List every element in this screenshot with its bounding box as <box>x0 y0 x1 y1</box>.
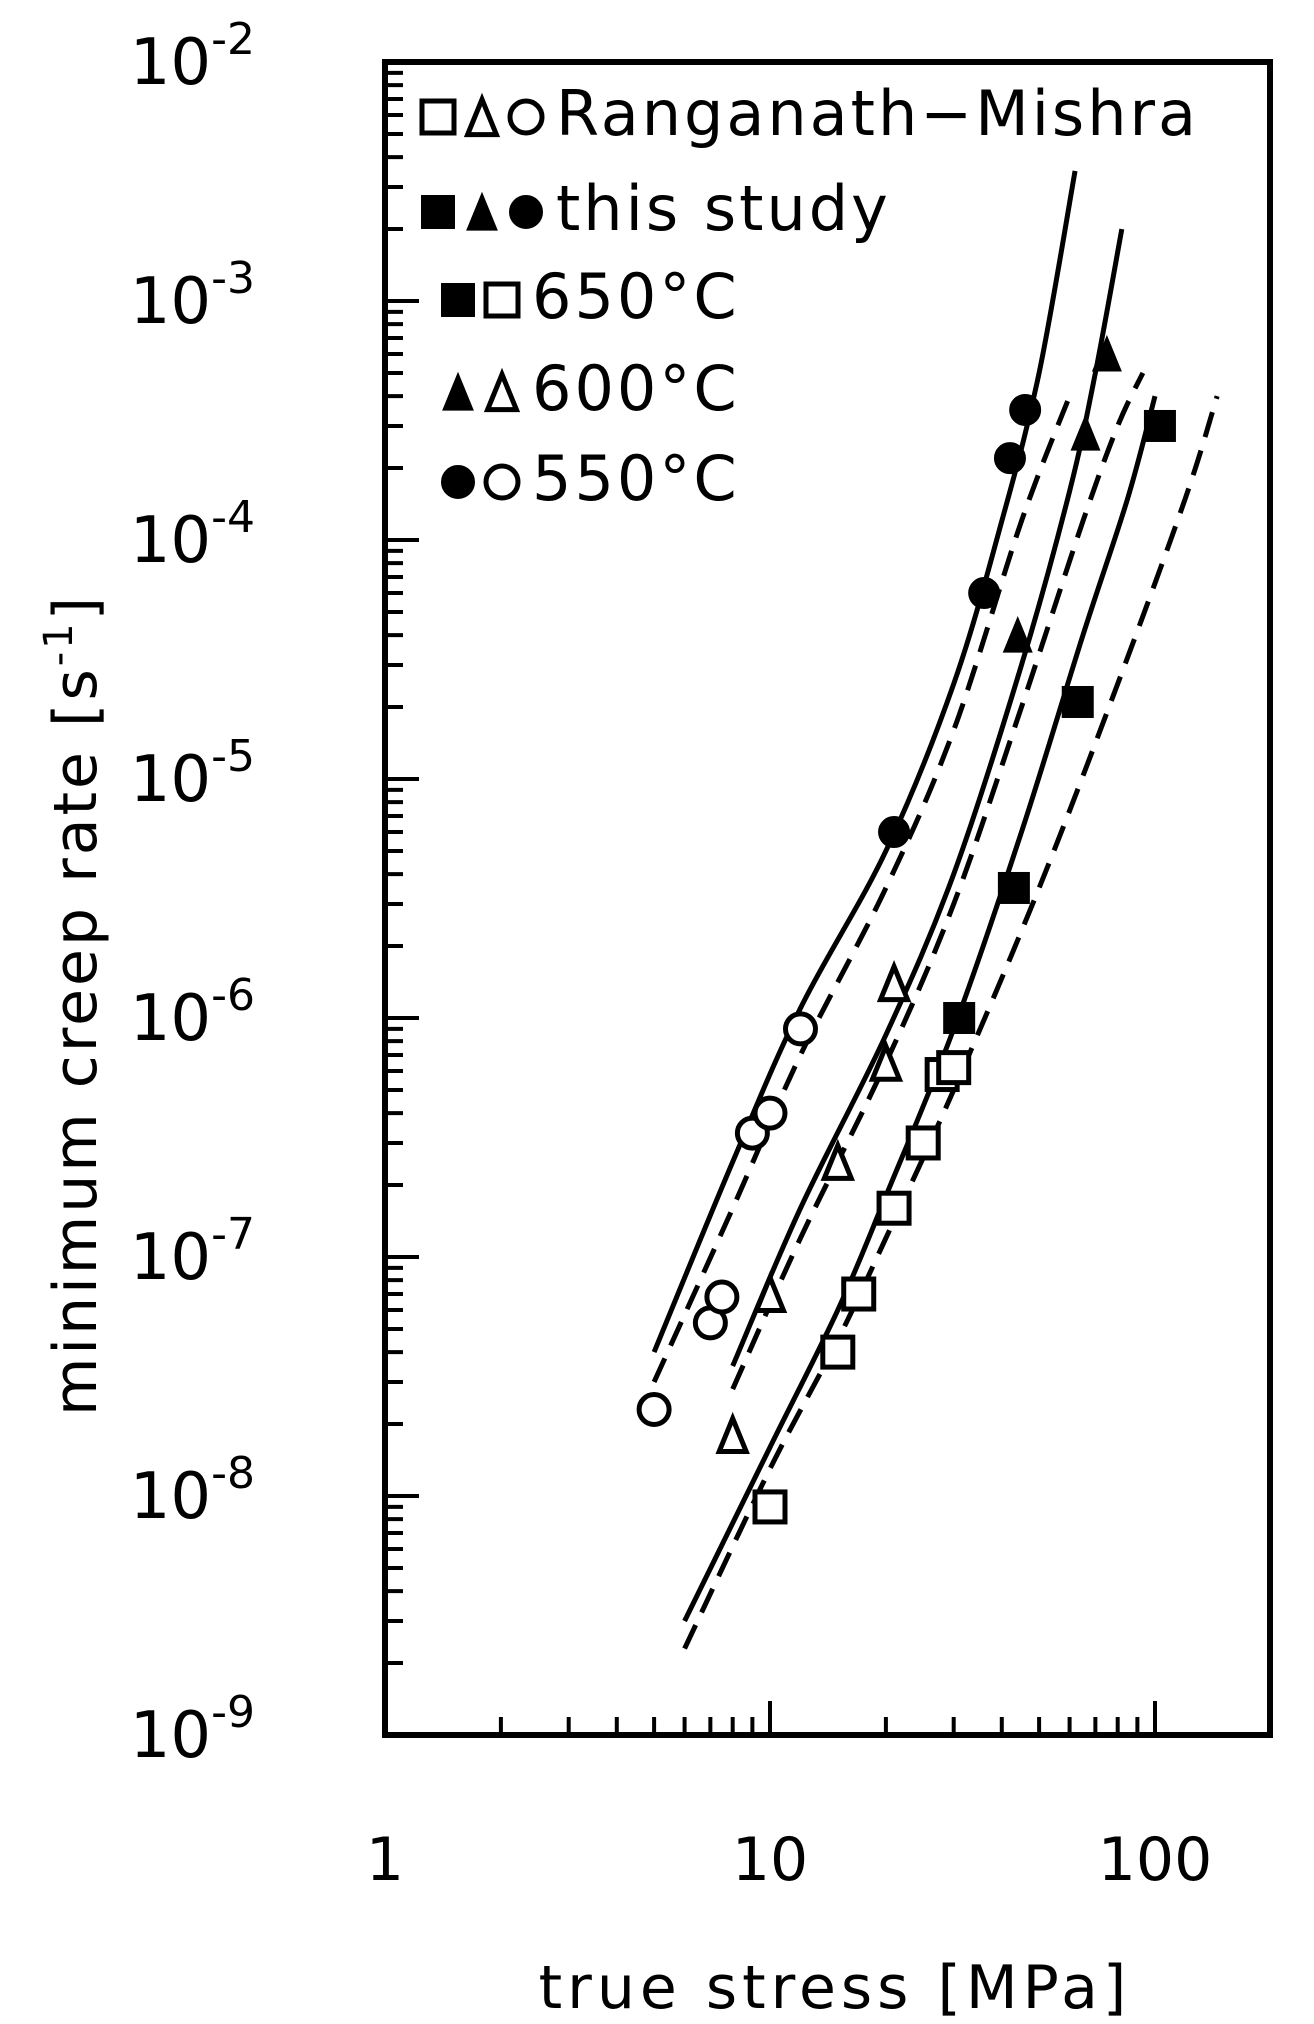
legend-marker-circle-filled <box>509 195 543 229</box>
legend-label: 600°C <box>532 352 740 425</box>
data-points <box>636 334 1176 1525</box>
legend-marker-circle-filled <box>441 465 475 499</box>
data-point-circle-open <box>704 1279 740 1315</box>
fit-curve-dashed <box>651 395 1072 1384</box>
data-point-square-filled <box>1061 685 1094 718</box>
data-point-square-open <box>820 1334 856 1370</box>
fit-curve-dashed <box>730 371 1146 1391</box>
x-tick-label: 100 <box>1098 1825 1213 1895</box>
legend-marker-triangle-open <box>483 367 521 413</box>
y-axis: 10-9 10-8 10-7 10-6 10-5 10-4 10-3 10-2 <box>130 14 419 1773</box>
legend-entry: Ranganath−Mishra <box>419 77 1199 150</box>
legend-marker-triangle-filled <box>466 191 498 231</box>
y-tick-label: 10-5 <box>130 731 255 817</box>
plot-area <box>382 59 1273 1738</box>
data-point-square-open <box>752 1489 788 1525</box>
data-point-circle-open <box>752 1095 788 1131</box>
data-point-triangle-open <box>876 959 912 1003</box>
data-point-circle-filled <box>1009 393 1042 426</box>
legend-entry: 600°C <box>442 352 740 425</box>
data-point-square-open <box>936 1050 972 1086</box>
legend-marker-circle-open <box>483 463 521 501</box>
data-point-triangle-open <box>868 1039 904 1082</box>
y-tick-label: 10-3 <box>130 253 255 339</box>
data-point-square-filled <box>1143 409 1176 442</box>
data-point-circle-open <box>782 1011 818 1047</box>
data-point-square-open <box>841 1276 877 1312</box>
legend-marker-circle-open <box>507 98 545 136</box>
data-point-circle-filled <box>993 442 1026 475</box>
y-tick-label: 10-9 <box>130 1687 255 1773</box>
x-tick-label: 10 <box>732 1825 808 1895</box>
legend-entry: this study <box>421 172 891 245</box>
legend-entry: 550°C <box>441 442 740 515</box>
y-axis-label: minimum creep rate [s-1] <box>36 594 111 1416</box>
y-tick-label: 10-4 <box>130 492 255 578</box>
data-point-circle-filled <box>968 577 1001 610</box>
fit-curve-dashed <box>682 395 1220 1650</box>
y-axis-label-close: ] <box>41 594 111 620</box>
y-tick-label: 10-6 <box>130 970 255 1056</box>
y-axis-label-exponent: -1 <box>36 620 82 666</box>
legend-marker-square-filled <box>441 283 475 317</box>
data-point-triangle-filled <box>1002 615 1033 653</box>
plot-frame <box>382 59 1273 1738</box>
fit-curve-solid <box>730 228 1125 1367</box>
y-tick-label: 10-8 <box>130 1448 255 1534</box>
data-point-square-filled <box>943 1002 976 1034</box>
legend-entry: 650°C <box>441 260 740 333</box>
legend-marker-square-filled <box>421 195 455 229</box>
data-point-square-open <box>876 1190 912 1226</box>
x-axis-label: true stress [MPa] <box>539 1953 1132 2023</box>
fit-curve-solid <box>682 395 1158 1623</box>
legend-label: 550°C <box>532 442 740 515</box>
data-point-triangle-filled <box>1070 413 1101 451</box>
legend-marker-square-open <box>483 281 521 319</box>
x-axis: 1 10 100 <box>366 1701 1212 1895</box>
fit-curve-solid <box>651 170 1078 1354</box>
data-point-circle-open <box>636 1392 672 1428</box>
legend: Ranganath−Mishra this study 650°C 600°C 550°… <box>419 77 1199 515</box>
data-point-square-open <box>905 1125 941 1161</box>
data-point-triangle-open <box>752 1270 788 1314</box>
legend-label: 650°C <box>532 260 740 333</box>
y-tick-label: 10-2 <box>130 14 255 100</box>
y-axis-label-main: minimum creep rate [s <box>41 666 111 1416</box>
data-point-triangle-open <box>715 1411 750 1454</box>
data-point-circle-filled <box>878 816 911 849</box>
data-point-triangle-filled <box>1091 334 1122 372</box>
legend-label: this study <box>556 172 891 245</box>
data-point-triangle-open <box>820 1138 856 1181</box>
data-point-square-filled <box>997 871 1030 904</box>
legend-label: Ranganath−Mishra <box>556 77 1199 150</box>
legend-marker-triangle-open <box>463 92 501 138</box>
x-tick-label: 1 <box>366 1825 404 1895</box>
legend-marker-triangle-filled <box>442 371 474 411</box>
y-tick-label: 10-7 <box>130 1209 255 1295</box>
legend-marker-square-open <box>419 98 457 136</box>
